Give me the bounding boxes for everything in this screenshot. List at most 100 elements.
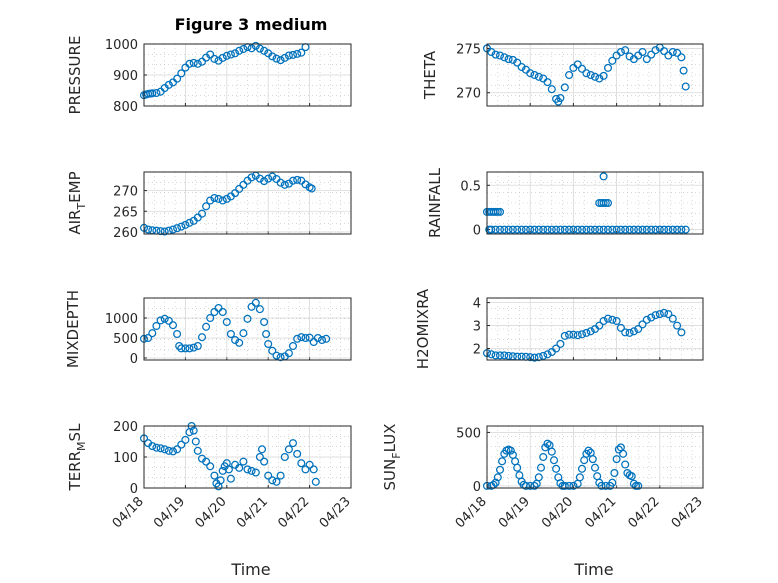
data-point xyxy=(487,350,496,359)
y-tick-label: 500 xyxy=(113,332,138,347)
y-axis-label-3: AIRTEMP xyxy=(66,171,88,234)
data-point xyxy=(539,225,548,234)
x-tick-label: 04/18 xyxy=(110,494,147,531)
y-axis-label-6: H2OMIXRA xyxy=(414,288,432,369)
data-point xyxy=(268,346,277,355)
subplot-6: 2 3 4 xyxy=(473,297,704,362)
data-point xyxy=(625,225,634,234)
data-point xyxy=(608,225,617,234)
data-point xyxy=(301,333,310,343)
data-point xyxy=(603,63,613,72)
data-point xyxy=(668,47,677,57)
data-point xyxy=(173,329,182,339)
data-point xyxy=(189,58,198,67)
data-point xyxy=(262,329,271,339)
data-point xyxy=(534,225,543,234)
data-point xyxy=(573,331,582,340)
y-tick-label: 0 xyxy=(473,480,481,495)
subplot-1: 800 900 1000 xyxy=(105,38,352,115)
data-point xyxy=(506,446,515,455)
data-point xyxy=(627,472,636,481)
data-point xyxy=(268,52,277,61)
data-point xyxy=(235,46,244,55)
data-point xyxy=(210,471,219,480)
data-point xyxy=(210,193,219,203)
data-point xyxy=(601,481,610,490)
data-point xyxy=(193,59,202,68)
data-point xyxy=(539,351,548,360)
data-point xyxy=(500,351,509,360)
y-axis-label-7: TERRMSL xyxy=(66,423,88,492)
data-point xyxy=(552,344,561,353)
data-point xyxy=(599,198,608,208)
x-tick-label: 04/23 xyxy=(317,494,354,531)
axes-border xyxy=(486,297,704,361)
data-point xyxy=(549,456,559,465)
data-point xyxy=(206,462,215,471)
y-axis-label-2: THETA xyxy=(421,50,439,100)
data-point xyxy=(164,316,173,325)
data-point xyxy=(530,353,539,362)
y-tick-label: 1000 xyxy=(105,38,138,53)
data-point xyxy=(251,298,260,307)
data-point xyxy=(547,85,556,94)
y-tick-label: 500 xyxy=(456,426,481,441)
data-point xyxy=(679,66,688,75)
data-point xyxy=(588,455,597,464)
data-point xyxy=(573,60,582,69)
data-point xyxy=(565,225,574,234)
data-point xyxy=(164,446,173,455)
y-tick-label: 0.5 xyxy=(460,179,481,194)
data-point xyxy=(491,50,500,59)
subplot-3: 260 265 270 xyxy=(113,171,352,241)
data-point xyxy=(638,47,647,57)
data-point xyxy=(177,440,186,449)
y-tick-label: 1000 xyxy=(105,312,138,327)
y-tick-label: 270 xyxy=(456,87,481,102)
data-point xyxy=(621,460,630,469)
data-point xyxy=(288,176,298,185)
data-point xyxy=(493,207,502,216)
data-point xyxy=(197,333,207,342)
data-point xyxy=(214,194,223,203)
data-point xyxy=(173,224,182,233)
data-point xyxy=(257,445,267,454)
data-point xyxy=(530,70,539,80)
x-tick-label: 04/21 xyxy=(582,494,619,531)
data-point xyxy=(288,341,298,351)
data-point xyxy=(284,445,293,454)
data-point xyxy=(276,178,285,187)
data-point xyxy=(156,444,165,453)
data-point xyxy=(313,333,322,343)
data-point xyxy=(664,310,673,319)
data-point xyxy=(614,445,623,454)
data-point xyxy=(575,473,584,482)
data-point xyxy=(280,180,289,189)
data-point xyxy=(272,54,281,63)
data-point xyxy=(206,196,215,205)
subplot-4: 00.5 xyxy=(460,171,704,239)
data-point xyxy=(582,328,591,337)
data-point xyxy=(311,477,320,486)
data-point xyxy=(577,330,587,339)
data-point xyxy=(655,310,664,319)
data-point xyxy=(556,93,565,103)
data-point xyxy=(631,481,641,490)
data-point xyxy=(642,55,651,64)
data-point xyxy=(651,225,660,234)
data-point xyxy=(235,338,244,347)
subplot-2: 270 275 xyxy=(456,42,704,107)
data-point xyxy=(487,47,496,57)
data-point xyxy=(584,446,593,455)
data-point xyxy=(173,74,182,83)
data-point xyxy=(601,198,610,208)
data-point xyxy=(603,225,613,234)
data-point xyxy=(268,172,277,181)
data-point xyxy=(673,321,682,330)
data-point xyxy=(160,314,169,323)
data-point xyxy=(647,50,656,59)
axes-border xyxy=(143,425,352,489)
x-axis-label-right: Time xyxy=(573,560,613,579)
data-point xyxy=(491,351,500,360)
x-tick-label: 04/18 xyxy=(453,494,490,531)
